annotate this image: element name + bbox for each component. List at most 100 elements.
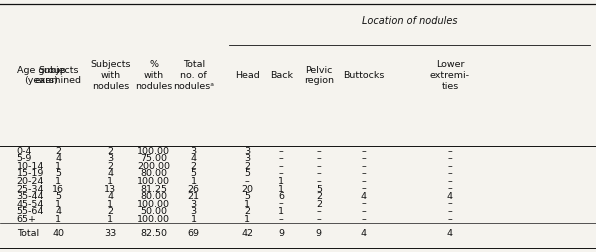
Text: 4: 4 [361,229,367,238]
Text: 5-9: 5-9 [17,154,32,163]
Text: 20: 20 [241,184,253,194]
Text: Total: Total [17,229,39,238]
Text: 25-34: 25-34 [17,184,44,194]
Text: 2: 2 [316,200,322,209]
Text: –: – [316,215,321,224]
Text: 81.25: 81.25 [140,184,167,194]
Text: Location of nodules: Location of nodules [362,16,458,26]
Text: –: – [361,215,366,224]
Text: 3: 3 [244,147,250,156]
Text: 100.00: 100.00 [137,200,170,209]
Text: Back: Back [270,71,293,80]
Text: –: – [361,154,366,163]
Text: 100.00: 100.00 [137,177,170,186]
Text: –: – [279,162,284,171]
Text: 5: 5 [316,184,322,194]
Text: –: – [448,154,452,163]
Text: 6: 6 [278,192,284,201]
Text: 4: 4 [447,229,453,238]
Text: 4: 4 [107,169,113,178]
Text: 13: 13 [104,184,116,194]
Text: 1: 1 [55,162,61,171]
Text: 3: 3 [107,154,113,163]
Text: –: – [361,147,366,156]
Text: 1: 1 [278,207,284,216]
Text: 10-14: 10-14 [17,162,44,171]
Text: 80.00: 80.00 [140,192,167,201]
Text: 4: 4 [107,192,113,201]
Text: –: – [361,169,366,178]
Text: Pelvic
region: Pelvic region [304,66,334,85]
Text: –: – [361,177,366,186]
Text: 42: 42 [241,229,253,238]
Text: 1: 1 [55,177,61,186]
Text: –: – [279,147,284,156]
Text: –: – [361,200,366,209]
Text: –: – [361,207,366,216]
Text: 1: 1 [191,215,197,224]
Text: 4: 4 [361,192,367,201]
Text: 2: 2 [107,147,113,156]
Text: 65+: 65+ [17,215,37,224]
Text: 75.00: 75.00 [140,154,167,163]
Text: Age group
(years): Age group (years) [17,66,66,85]
Text: 2: 2 [107,207,113,216]
Text: 1: 1 [107,215,113,224]
Text: –: – [448,169,452,178]
Text: 5: 5 [191,169,197,178]
Text: 82.50: 82.50 [140,229,167,238]
Text: Subjects
examined: Subjects examined [35,66,82,85]
Text: –: – [279,215,284,224]
Text: 0-4: 0-4 [17,147,32,156]
Text: –: – [448,200,452,209]
Text: 1: 1 [107,177,113,186]
Text: 5: 5 [55,192,61,201]
Text: –: – [316,147,321,156]
Text: Head: Head [235,71,260,80]
Text: –: – [361,184,366,194]
Text: 2: 2 [316,192,322,201]
Text: –: – [316,207,321,216]
Text: 3: 3 [191,147,197,156]
Text: 1: 1 [191,177,197,186]
Text: 1: 1 [107,200,113,209]
Text: 4: 4 [55,207,61,216]
Text: Buttocks: Buttocks [343,71,384,80]
Text: 26: 26 [188,184,200,194]
Text: 1: 1 [244,215,250,224]
Text: 200.00: 200.00 [137,162,170,171]
Text: 33: 33 [104,229,116,238]
Text: –: – [279,169,284,178]
Text: %
with
nodules: % with nodules [135,60,172,91]
Text: 80.00: 80.00 [140,169,167,178]
Text: –: – [316,169,321,178]
Text: 9: 9 [278,229,284,238]
Text: 3: 3 [191,207,197,216]
Text: 5: 5 [55,169,61,178]
Text: –: – [316,162,321,171]
Text: Subjects
with
nodules: Subjects with nodules [90,60,131,91]
Text: 2: 2 [244,162,250,171]
Text: 100.00: 100.00 [137,215,170,224]
Text: 21: 21 [188,192,200,201]
Text: Total
no. of
nodulesᵃ: Total no. of nodulesᵃ [173,60,214,91]
Text: –: – [316,177,321,186]
Text: 5: 5 [244,169,250,178]
Text: 1: 1 [55,200,61,209]
Text: 1: 1 [278,184,284,194]
Text: 5: 5 [244,192,250,201]
Text: 2: 2 [191,162,197,171]
Text: 2: 2 [55,147,61,156]
Text: 2: 2 [107,162,113,171]
Text: 3: 3 [191,200,197,209]
Text: –: – [448,147,452,156]
Text: –: – [448,215,452,224]
Text: 20-24: 20-24 [17,177,44,186]
Text: –: – [448,162,452,171]
Text: 3: 3 [244,154,250,163]
Text: –: – [361,162,366,171]
Text: –: – [448,184,452,194]
Text: 4: 4 [191,154,197,163]
Text: 1: 1 [244,200,250,209]
Text: Lower
extremi-
ties: Lower extremi- ties [430,60,470,91]
